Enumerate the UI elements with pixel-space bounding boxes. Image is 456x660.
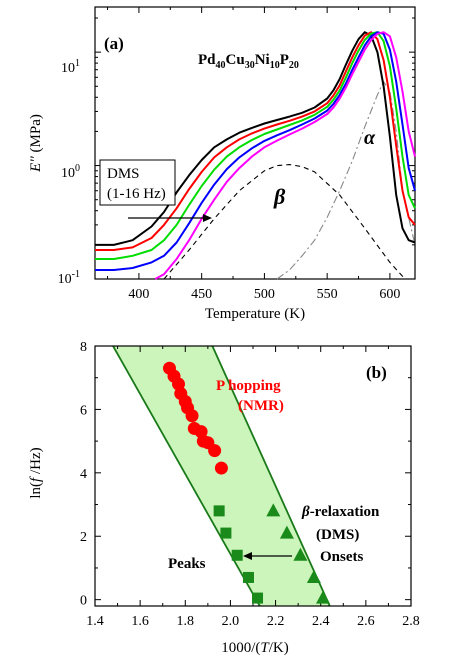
panel-label-b: (b): [366, 363, 387, 382]
curves-a: [95, 31, 416, 280]
x-tick-label-b: 2.2: [267, 614, 285, 629]
nmr-point: [214, 461, 228, 475]
band-left-line: [112, 345, 261, 607]
nmr-annotation-line1: P hopping: [216, 378, 281, 394]
x-tick-label-b: 1.8: [177, 614, 195, 629]
title-sub-2: 10: [270, 60, 280, 71]
beta-annotation: β: [273, 184, 286, 209]
onset-point: [316, 590, 330, 604]
band-b: [112, 345, 331, 607]
band-fill: [113, 346, 330, 606]
onset-point: [279, 525, 294, 539]
nmr-annotation-line2: (NMR): [238, 398, 284, 414]
plot-frame-a: [94, 6, 416, 280]
dms-series-line-2: [95, 31, 416, 260]
dms-arrow-head: [203, 214, 212, 222]
y-tick-label-b: 2: [80, 530, 87, 545]
dms-series-line-4: [154, 31, 416, 280]
peak-point: [231, 549, 243, 561]
dms-series-line-3: [95, 31, 416, 271]
x-ticks-a: 400 450 500 550 600: [95, 7, 415, 302]
x-tick-label-a: 450: [191, 287, 212, 302]
fit-curve-alpha: [276, 80, 416, 280]
title-sym-1: Cu: [226, 52, 245, 68]
y-tick-label-a-1: 100: [61, 163, 80, 181]
y-tick-label-a-0: 10-1: [58, 269, 80, 287]
onset-point: [266, 503, 281, 517]
title-sym-0: Pd: [198, 52, 216, 68]
x-axis-label-a: Temperature (K): [205, 306, 305, 322]
title-sub-0: 40: [216, 60, 226, 71]
title-sym-3: P: [280, 52, 289, 68]
peak-point: [242, 571, 254, 583]
x-tick-label-a: 600: [379, 287, 400, 302]
dms-series-line-0: [95, 31, 416, 246]
y-axis-label-b: ln(f /Hz): [28, 447, 44, 498]
x-tick-label-b: 2.8: [402, 614, 420, 629]
y-tick-label-b: 6: [80, 403, 87, 418]
panel-a: 400 450 500 550 600 (a) Pd40Cu30Ni10P20 DMS …: [28, 6, 416, 322]
title-sub-1: 30: [245, 60, 255, 71]
onsets-annotation: Onsets: [320, 549, 364, 565]
x-tick-label-a: 400: [128, 287, 149, 302]
x-tick-label-a: 500: [254, 287, 275, 302]
onset-point: [293, 547, 308, 561]
alpha-annotation: α: [364, 127, 376, 149]
x-tick-label-a: 550: [317, 287, 338, 302]
band-right-line: [211, 345, 331, 607]
x-tick-label-b: 1.4: [86, 614, 104, 629]
nmr-point: [185, 409, 199, 423]
dms-annotation-line2: (DMS): [316, 527, 359, 543]
dms-legend-line2: (1-16 Hz): [107, 186, 166, 202]
onsets-arrow-head: [243, 552, 252, 560]
peak-point: [213, 505, 225, 517]
fit-curve-beta: [163, 164, 406, 280]
markers-b: [162, 361, 330, 604]
title-sub-3: 20: [289, 60, 299, 71]
x-tick-label-b: 2.0: [222, 614, 240, 629]
dms-legend-box: [99, 159, 176, 206]
x-tick-label-b: 2.6: [357, 614, 375, 629]
peaks-annotation: Peaks: [168, 556, 206, 572]
peak-point: [220, 527, 232, 539]
x-tick-label-b: 2.4: [312, 614, 330, 629]
y-tick-label-b: 0: [80, 594, 87, 609]
y-tick-label-b: 4: [80, 467, 87, 482]
x-axis-label-b: 1000/(T/K): [221, 640, 289, 656]
panel-b: 1.4 1.6 1.8 2.0 2.2 2.4 2.6 2.8 0 2 4 6 8 (b) P hopp…: [28, 340, 420, 656]
y-tick-label-b: 8: [80, 340, 87, 355]
dms-series-line-1: [95, 31, 416, 251]
x-tick-label-b: 1.6: [131, 614, 149, 629]
dms-legend-line1: DMS: [107, 166, 140, 182]
onset-point: [306, 570, 321, 583]
dms-annotation-line1: β-relaxation: [301, 504, 380, 520]
panel-label-a: (a): [104, 34, 124, 53]
ticks-b: 1.4 1.6 1.8 2.0 2.2 2.4 2.6 2.8 0 2 4 6 8: [80, 340, 420, 629]
title-sym-2: Ni: [255, 52, 270, 68]
chart-title-a: Pd40Cu30Ni10P20: [198, 52, 299, 71]
y-tick-label-a-2: 101: [61, 58, 80, 76]
y-axis-label-a: E'' (MPa): [28, 114, 44, 173]
peak-point: [252, 592, 264, 604]
nmr-point: [208, 444, 222, 458]
